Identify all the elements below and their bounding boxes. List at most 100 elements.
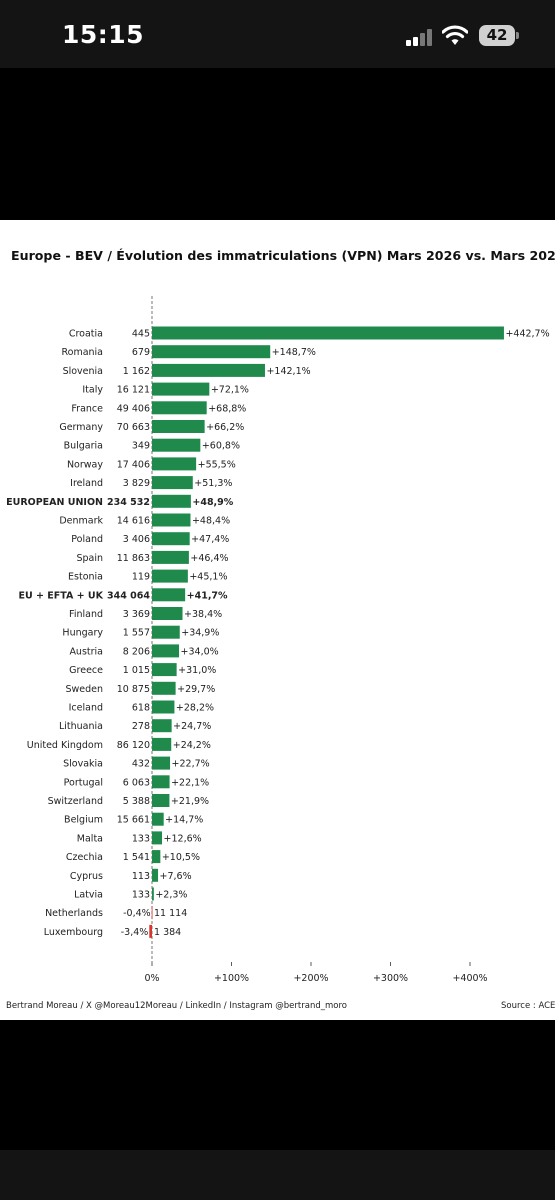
volume-label: 432 (132, 759, 150, 770)
bar (152, 737, 172, 751)
category-label: Latvia (74, 890, 103, 901)
change-label: +34,0% (181, 646, 219, 657)
volume-label: 5 388 (123, 796, 150, 807)
change-label: +47,4% (191, 534, 229, 545)
volume-label: 11 114 (154, 908, 187, 919)
category-label: Italy (82, 385, 103, 396)
wifi-icon (442, 25, 468, 45)
category-label: Iceland (69, 703, 103, 714)
category-label: Greece (69, 665, 103, 676)
category-label: Netherlands (45, 908, 103, 919)
status-time: 15:15 (62, 20, 145, 49)
bar (152, 457, 197, 471)
volume-label: 133 (132, 833, 150, 844)
change-label: +68,8% (208, 403, 246, 414)
category-label: Spain (76, 553, 103, 564)
bar (152, 476, 193, 490)
x-tick-label: +300% (373, 973, 408, 984)
volume-label: 17 406 (117, 459, 150, 470)
bar (152, 719, 172, 733)
bar (152, 438, 201, 452)
bar (152, 681, 176, 695)
bar (152, 326, 504, 340)
category-label: Malta (77, 833, 103, 844)
change-label: +22,7% (172, 759, 210, 770)
change-label: -0,4% (123, 908, 151, 919)
change-label: +29,7% (177, 684, 215, 695)
category-label: Slovenia (63, 366, 103, 377)
volume-label: 618 (132, 703, 150, 714)
change-label: +12,6% (164, 833, 202, 844)
category-label: Belgium (64, 815, 103, 826)
category-label: Germany (59, 422, 103, 433)
category-label: Czechia (66, 852, 103, 863)
change-label: +442,7% (505, 329, 549, 340)
volume-label: 278 (132, 721, 150, 732)
bar (152, 868, 159, 882)
category-label: Luxembourg (44, 927, 103, 938)
change-label: +148,7% (272, 347, 316, 358)
volume-label: 133 (132, 890, 150, 901)
bar (152, 887, 154, 901)
change-label: +72,1% (211, 385, 249, 396)
change-label: +48,9% (192, 497, 233, 508)
volume-label: 6 063 (123, 777, 150, 788)
volume-label: 10 875 (117, 684, 150, 695)
volume-label: 445 (132, 329, 150, 340)
category-label: Bulgaria (64, 441, 103, 452)
volume-label: 3 829 (123, 478, 150, 489)
category-label: Austria (69, 646, 103, 657)
category-label: Romania (61, 347, 103, 358)
bar (152, 494, 191, 508)
change-label: +21,9% (171, 796, 209, 807)
bar (152, 644, 180, 658)
category-label: France (71, 403, 103, 414)
category-label: Hungary (62, 628, 103, 639)
cellular-signal-icon (406, 28, 434, 46)
bar (152, 588, 186, 602)
volume-label: 119 (132, 572, 150, 583)
category-label: Lithuania (59, 721, 103, 732)
category-label: Denmark (59, 516, 103, 527)
bar (152, 363, 265, 377)
category-label: Norway (67, 459, 103, 470)
volume-label: 1 384 (154, 927, 181, 938)
x-tick-label: 0% (144, 973, 159, 984)
volume-label: 234 532 (107, 497, 150, 508)
x-tick-label: +200% (293, 973, 328, 984)
bar (152, 382, 210, 396)
volume-label: 49 406 (117, 403, 150, 414)
volume-label: 1 162 (123, 366, 150, 377)
change-label: +142,1% (266, 366, 310, 377)
change-label: +46,4% (190, 553, 228, 564)
bar (152, 794, 170, 807)
volume-label: 349 (132, 441, 150, 452)
change-label: +24,7% (173, 721, 211, 732)
bar (152, 775, 170, 789)
change-label: +28,2% (176, 703, 214, 714)
volume-label: 11 863 (117, 553, 150, 564)
volume-label: 3 406 (123, 534, 150, 545)
category-label: Portugal (64, 777, 103, 788)
bar (152, 420, 205, 433)
bottom-bar (0, 1150, 555, 1200)
bar (152, 625, 180, 639)
change-label: +41,7% (187, 590, 228, 601)
chart-card: Europe - BEV / Évolution des immatricula… (0, 220, 555, 1020)
category-label: Cyprus (70, 871, 103, 882)
change-label: +48,4% (192, 516, 230, 527)
volume-label: 1 015 (123, 665, 150, 676)
change-label: +31,0% (178, 665, 216, 676)
change-label: +2,3% (155, 890, 187, 901)
battery-tip (516, 32, 519, 39)
category-label: Estonia (68, 572, 103, 583)
volume-label: 1 557 (123, 628, 150, 639)
volume-label: 15 661 (117, 815, 150, 826)
bar (152, 850, 161, 864)
bar (152, 607, 183, 620)
change-label: +10,5% (162, 852, 200, 863)
change-label: +38,4% (184, 609, 222, 620)
x-tick-label: +400% (452, 973, 487, 984)
category-label: Croatia (69, 329, 103, 340)
battery-icon: 42 (479, 25, 515, 46)
